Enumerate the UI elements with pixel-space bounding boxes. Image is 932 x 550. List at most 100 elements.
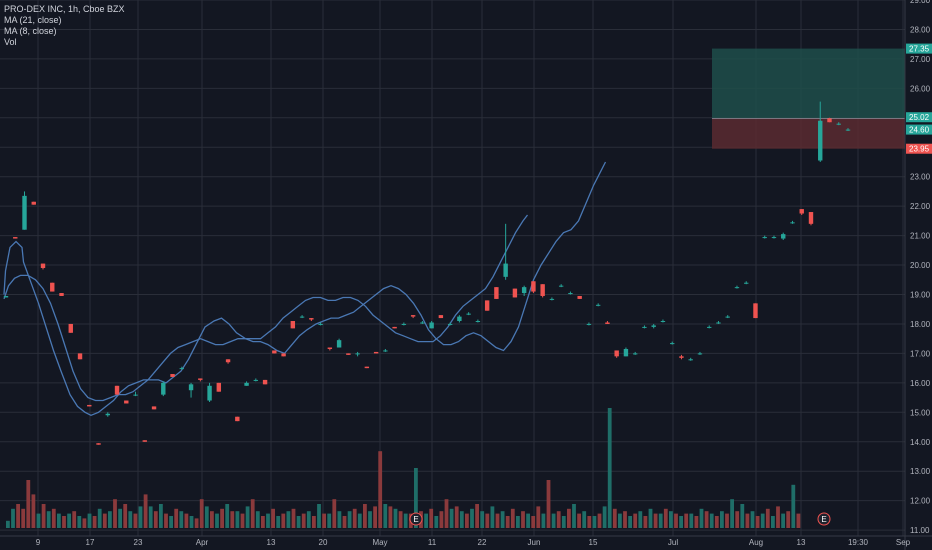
volume-bar bbox=[414, 468, 418, 528]
candle-body bbox=[790, 222, 795, 224]
time-tick-label: 11 bbox=[428, 538, 437, 547]
volume-bar bbox=[87, 513, 92, 528]
volume-bar bbox=[475, 504, 479, 528]
volume-bar bbox=[92, 516, 97, 528]
time-tick-label: 23 bbox=[134, 538, 143, 547]
price-badge bbox=[906, 112, 932, 123]
candle-body bbox=[521, 287, 527, 294]
candle-body bbox=[142, 440, 147, 442]
legend-symbol[interactable]: PRO-DEX INC, 1h, Cboe BZX bbox=[4, 4, 125, 14]
candle-body bbox=[466, 313, 471, 315]
candle-body bbox=[161, 382, 166, 395]
earnings-event-marker bbox=[817, 512, 831, 526]
volume-bar bbox=[720, 511, 724, 528]
volume-bar bbox=[26, 480, 31, 528]
candle-body bbox=[845, 129, 851, 131]
candle-body bbox=[818, 120, 823, 161]
candle-body bbox=[318, 323, 323, 325]
volume-bar bbox=[786, 511, 791, 528]
candle-body bbox=[244, 382, 249, 386]
volume-bar bbox=[337, 511, 342, 528]
time-tick-label: May bbox=[372, 538, 387, 547]
earnings-event-marker bbox=[409, 512, 423, 526]
volume-bar bbox=[679, 516, 683, 528]
volume-bar bbox=[638, 511, 643, 528]
volume-bar bbox=[67, 513, 71, 528]
candles bbox=[3, 101, 851, 445]
volume-bar bbox=[378, 451, 383, 528]
candle-body bbox=[827, 118, 832, 123]
volume-bar bbox=[281, 513, 286, 528]
volume-bar bbox=[618, 513, 622, 528]
volume-bar bbox=[286, 511, 291, 528]
volume-bar bbox=[164, 513, 168, 528]
candle-body bbox=[836, 123, 841, 125]
legend-ma21[interactable]: MA (21, close) bbox=[4, 15, 62, 25]
volume-bar bbox=[347, 511, 352, 528]
volume-bar bbox=[291, 508, 296, 528]
volume-bar bbox=[516, 516, 520, 528]
time-tick-label: Apr bbox=[196, 538, 209, 547]
volume-bar bbox=[505, 516, 510, 528]
price-tick-label: 16.00 bbox=[910, 379, 931, 388]
volume-bars bbox=[6, 408, 801, 528]
volume-bar bbox=[592, 516, 597, 528]
candle-body bbox=[68, 323, 73, 333]
candle-body bbox=[512, 288, 518, 298]
price-tick-label: 20.00 bbox=[910, 261, 931, 270]
volume-bar bbox=[383, 504, 388, 528]
volume-bar bbox=[21, 508, 26, 528]
legend-ma8[interactable]: MA (8, close) bbox=[4, 26, 57, 36]
candle-body bbox=[272, 350, 277, 354]
time-tick-label: 17 bbox=[86, 538, 95, 547]
candle-body bbox=[235, 416, 240, 422]
volume-bar bbox=[556, 511, 561, 528]
volume-bar bbox=[735, 511, 740, 528]
volume-bar bbox=[184, 513, 189, 528]
moving-averages bbox=[3, 161, 607, 417]
volume-bar bbox=[521, 511, 525, 528]
volume-bar bbox=[113, 499, 117, 528]
candle-body bbox=[484, 300, 490, 311]
volume-bar bbox=[398, 511, 403, 528]
volume-bar bbox=[704, 511, 709, 528]
volume-bar bbox=[159, 504, 163, 528]
volume-bar bbox=[189, 516, 194, 528]
volume-bar bbox=[628, 516, 632, 528]
candle-body bbox=[429, 322, 434, 329]
candle-body bbox=[716, 322, 721, 324]
volume-bar bbox=[108, 511, 112, 528]
time-axis[interactable]: 9 17 23 Apr 13 20 May 11 22 Jun 15 Jul Aug 13 19:30 Sep bbox=[0, 535, 932, 547]
candle-body bbox=[401, 323, 407, 325]
time-tick-label: Jun bbox=[528, 538, 541, 547]
price-badge-label: 23.95 bbox=[909, 145, 930, 154]
price-badge bbox=[906, 143, 932, 154]
earnings-event-label: E bbox=[413, 515, 418, 524]
volume-bar bbox=[674, 513, 678, 528]
volume-bar bbox=[424, 513, 428, 528]
candle-body bbox=[355, 353, 360, 355]
candle-body bbox=[50, 282, 55, 292]
candle-body bbox=[253, 379, 259, 381]
earnings-event-label: E bbox=[821, 515, 826, 524]
volume-bar bbox=[765, 508, 770, 528]
volume-bar bbox=[465, 513, 469, 528]
candle-body bbox=[558, 285, 564, 287]
volume-bar bbox=[194, 518, 199, 528]
volume-bar bbox=[791, 484, 796, 528]
volume-bar bbox=[82, 518, 87, 528]
price-badges: 27.35 25.02 24.60 23.95 bbox=[906, 43, 932, 154]
volume-bar bbox=[551, 513, 556, 528]
volume-bar bbox=[612, 508, 617, 528]
volume-bar bbox=[531, 516, 536, 528]
volume-bar bbox=[495, 513, 500, 528]
volume-bar bbox=[352, 508, 357, 528]
legend-vol[interactable]: Vol bbox=[4, 37, 17, 47]
volume-bar bbox=[694, 516, 699, 528]
candle-body bbox=[753, 303, 758, 319]
candle-body bbox=[494, 287, 499, 299]
price-axis[interactable]: 29.0028.0027.0026.0025.0024.0023.0022.00… bbox=[904, 0, 931, 550]
candle-body bbox=[299, 316, 305, 318]
volume-bar bbox=[439, 511, 444, 528]
